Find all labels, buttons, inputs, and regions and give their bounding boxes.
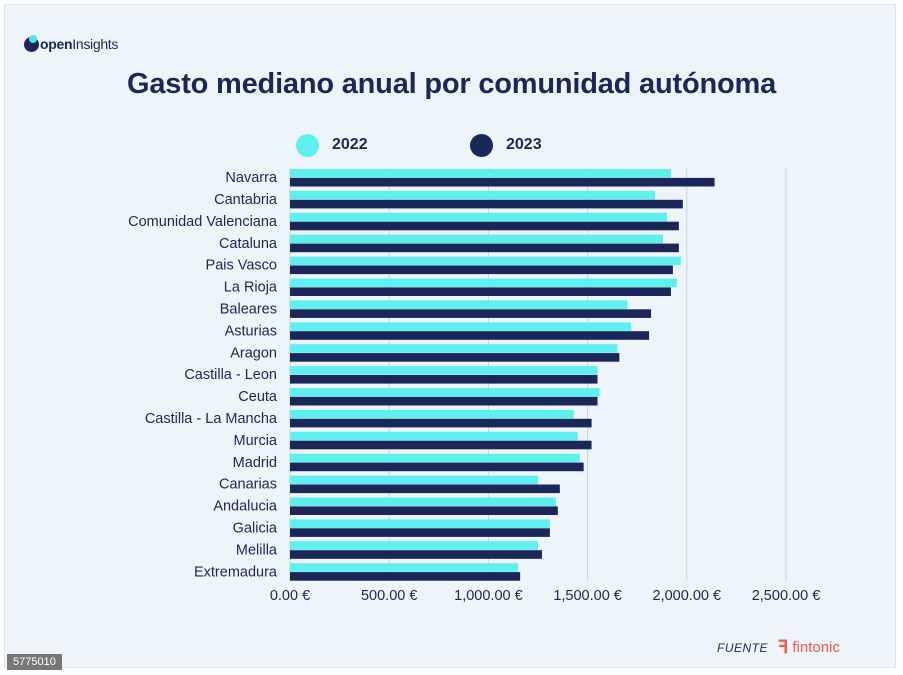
bar-2023-7 [290,331,650,340]
bar-2022-12 [290,431,578,441]
category-label-3: Cataluna [219,236,278,252]
bar-2022-17 [290,541,538,550]
bar-2023-5 [290,287,671,296]
category-label-1: Cantabria [214,192,278,208]
legend-label-2022: 2022 [332,136,368,153]
category-label-14: Canarias [219,477,277,493]
openinsights-logo: openInsights [24,34,118,54]
category-label-4: Pais Vasco [206,258,277,274]
bar-2022-16 [290,519,550,528]
x-tick-label-4: 2,000.00 € [653,588,722,604]
openinsights-logo-icon [24,34,39,52]
bar-2022-1 [290,190,656,200]
bar-2022-7 [290,322,632,331]
bar-2022-2 [290,212,667,222]
bar-2023-3 [290,243,679,253]
bar-2023-10 [290,396,598,406]
image-id-badge: 5775010 [7,654,62,670]
category-label-2: Comunidad Valenciana [128,214,278,230]
bar-2023-0 [290,177,715,187]
legend-swatch-2023 [470,133,493,157]
bar-2022-0 [290,169,671,178]
bar-2022-4 [290,256,681,266]
source-brand: fintonic [792,639,840,656]
category-label-7: Asturias [225,323,277,339]
x-tick-label-5: 2,500.00 € [752,588,821,604]
category-label-5: La Rioja [224,280,278,296]
legend-label-2023: 2023 [506,136,542,153]
bar-2022-13 [290,453,580,463]
legend-item-2023: 2023 [470,133,542,157]
category-label-15: Andalucia [213,499,278,515]
x-tick-label-0: 0.00 € [270,588,310,604]
category-label-10: Ceuta [238,389,278,405]
bar-2023-13 [290,462,584,472]
bar-2023-8 [290,353,620,362]
logo-text-light: Insights [72,36,119,52]
bar-2022-11 [290,409,574,419]
chart-title: Gasto mediano anual por comunidad autóno… [127,68,776,100]
bar-2022-15 [290,497,556,507]
category-label-16: Galicia [233,521,278,537]
source-label: FUENTE [717,640,768,655]
category-labels: Navarra Cantabria Comunidad Valenciana Cata… [128,170,278,580]
category-label-13: Madrid [233,455,277,471]
fintonic-logo-icon: ꟻ [778,637,789,657]
source-credit: FUENTE ꟻ fintonic [717,637,840,658]
bar-2023-18 [290,572,521,581]
category-label-12: Murcia [233,433,277,449]
x-axis-ticks: 0.00 € 500.00 € 1,000.00 € 1,500.00 € 2,000.… [270,588,820,604]
category-label-0: Navarra [225,170,278,186]
category-label-18: Extremadura [194,564,278,580]
bar-2022-9 [290,366,598,375]
category-label-11: Castilla - La Mancha [145,411,278,427]
bar-2022-6 [290,300,628,309]
bar-2023-11 [290,418,592,428]
bar-2023-14 [290,484,560,494]
bar-2023-6 [290,309,652,318]
bar-2023-12 [290,440,592,450]
bar-2023-16 [290,528,550,537]
category-label-8: Aragon [230,345,277,361]
bar-2023-1 [290,199,683,209]
bar-2023-9 [290,375,598,384]
bar-2022-10 [290,388,600,397]
bar-2023-2 [290,221,679,231]
bar-2023-17 [290,550,542,559]
bar-2022-14 [290,475,538,485]
logo-text-bold: open [40,36,73,52]
x-tick-label-2: 1,000.00 € [454,588,523,604]
legend-item-2022: 2022 [296,133,368,157]
category-label-9: Castilla - Leon [184,367,277,383]
bar-2022-18 [290,563,519,572]
bar-2023-15 [290,506,558,515]
bar-2023-4 [290,265,673,275]
x-tick-label-3: 1,500.00 € [553,588,622,604]
bar-2022-3 [290,234,663,244]
bar-2022-5 [290,278,677,288]
category-label-17: Melilla [236,542,278,558]
bars [290,169,715,581]
x-tick-label-1: 500.00 € [361,588,417,604]
bar-2022-8 [290,344,618,353]
legend-swatch-2022 [296,133,319,157]
category-label-6: Baleares [220,302,277,318]
